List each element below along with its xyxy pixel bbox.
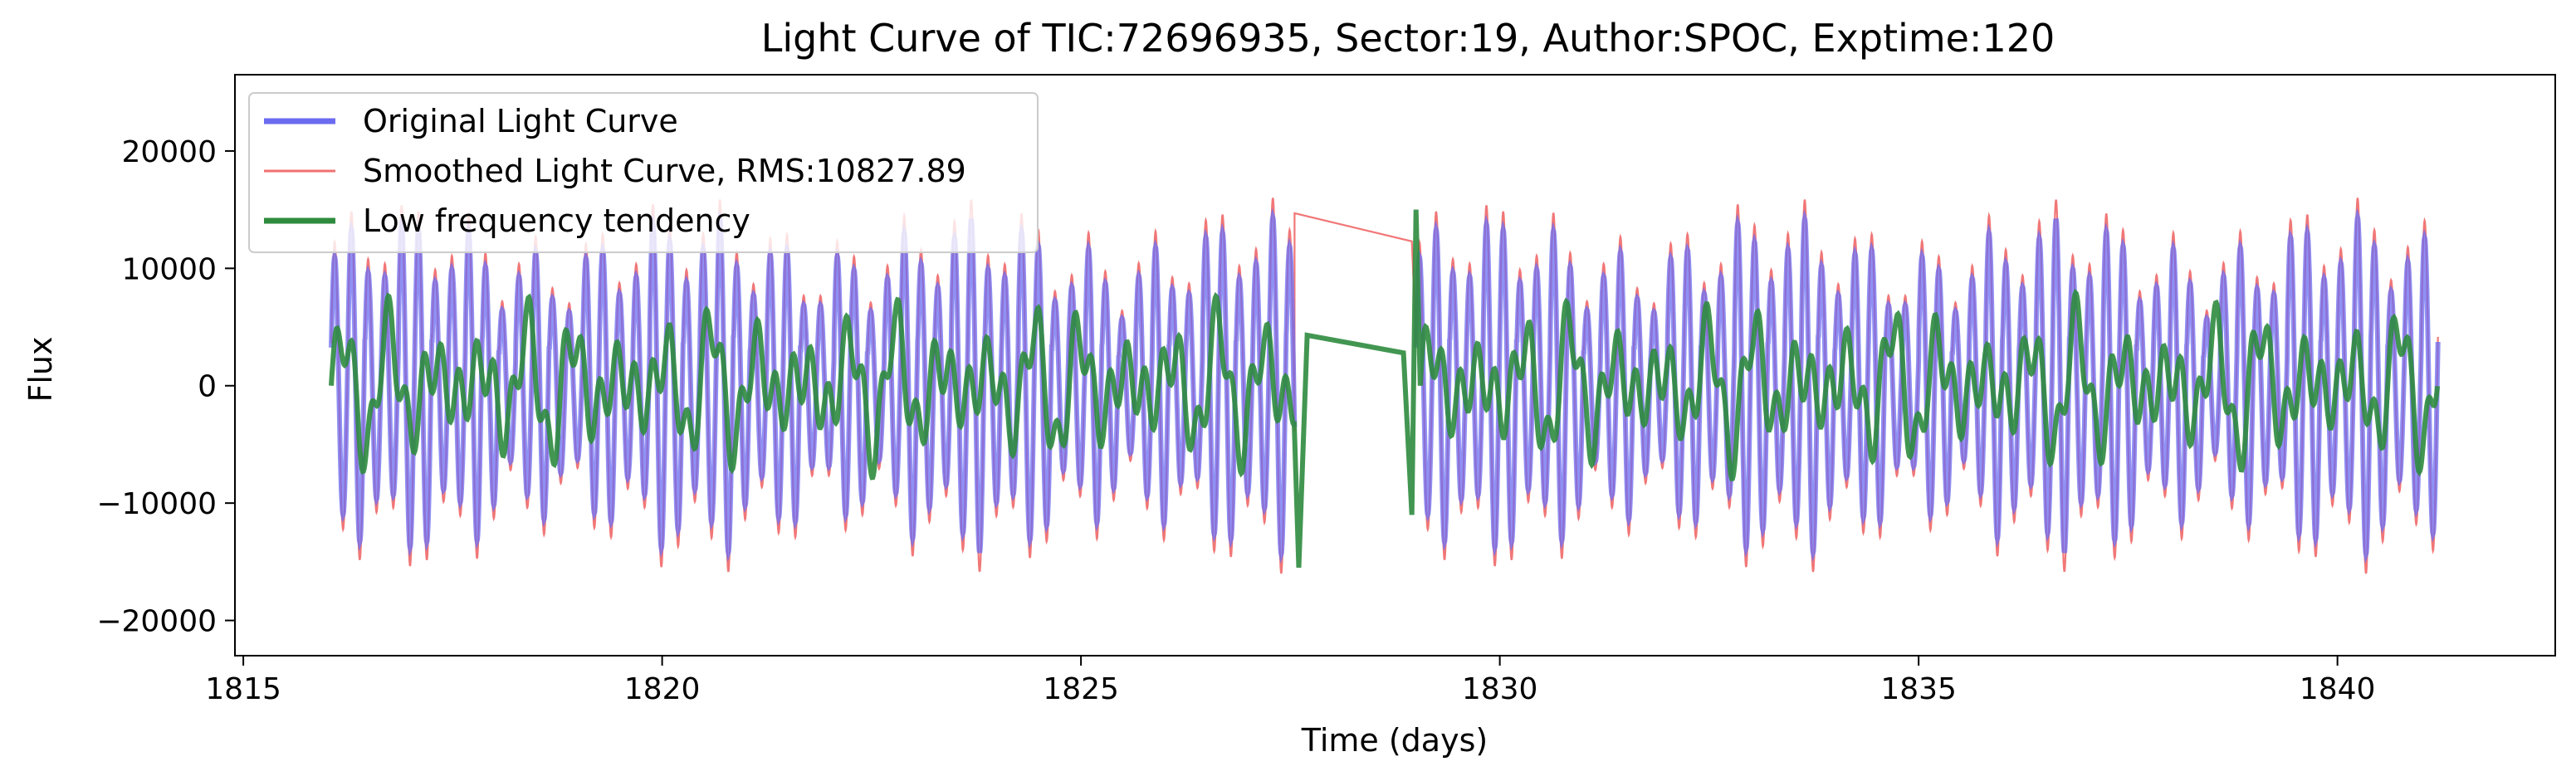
x-tick-label: 1840 — [2300, 672, 2376, 706]
legend-label-low-frequency: Low frequency tendency — [363, 203, 750, 239]
plot-area — [329, 198, 2441, 574]
axes-frame — [234, 74, 2556, 657]
x-axis-label: Time (days) — [1301, 722, 1488, 759]
x-tick-label: 1830 — [1462, 672, 1538, 706]
series-smoothed-line — [330, 198, 2439, 574]
series-low-frequency-line — [329, 209, 2441, 569]
x-axis-ticks: 1815 1820 1825 1830 1835 1840 — [205, 656, 2375, 706]
chart-title: Light Curve of TIC:72696935, Sector:19, … — [761, 16, 2055, 61]
y-axis-ticks: −20000 −10000 0 10000 20000 — [96, 135, 235, 639]
legend-label-original: Original Light Curve — [363, 103, 678, 139]
x-tick-label: 1825 — [1043, 672, 1119, 706]
y-axis-label: Flux — [22, 337, 59, 403]
y-tick-label: 10000 — [121, 252, 217, 286]
x-tick-label: 1815 — [205, 672, 281, 706]
y-tick-label: 0 — [198, 370, 217, 404]
y-tick-label: −20000 — [96, 605, 217, 639]
y-tick-label: −10000 — [96, 487, 217, 521]
legend-box — [248, 92, 1039, 253]
x-tick-label: 1820 — [624, 672, 701, 706]
legend-label-smoothed: Smoothed Light Curve, RMS:10827.89 — [363, 153, 966, 189]
y-tick-label: 20000 — [121, 135, 217, 169]
legend: Original Light Curve Smoothed Light Curv… — [248, 92, 1039, 253]
x-tick-label: 1835 — [1880, 672, 1957, 706]
